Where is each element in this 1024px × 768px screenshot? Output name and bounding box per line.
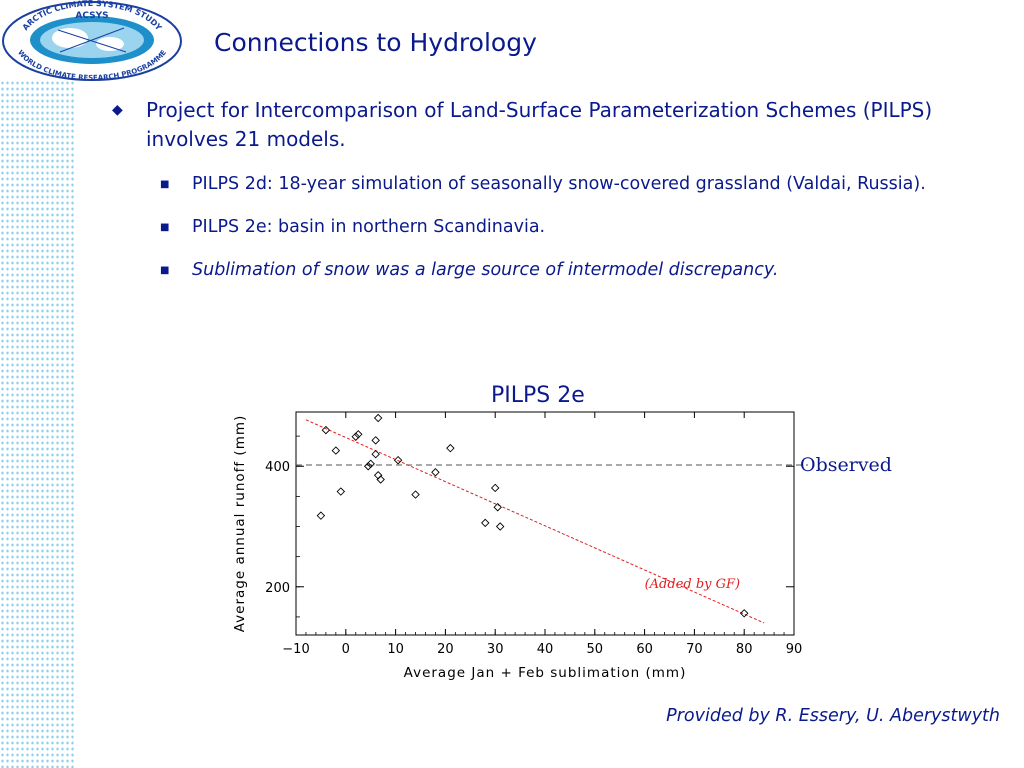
square-bullet-icon: ■ — [160, 179, 170, 190]
sub-bullet-text: Sublimation of snow was a large source o… — [192, 260, 779, 280]
data-point — [411, 490, 420, 499]
data-point — [493, 502, 502, 512]
data-point — [376, 475, 385, 484]
y-tick-label: 200 — [265, 581, 290, 596]
sub-bullet: ■ PILPS 2e: basin in northern Scandinavi… — [104, 215, 984, 240]
main-bullet: ◆ Project for Intercomparison of Land-Su… — [104, 96, 984, 154]
main-bullet-text: Project for Intercomparison of Land-Surf… — [146, 98, 933, 151]
x-tick-label: 50 — [587, 642, 604, 657]
chart-title: PILPS 2e — [491, 383, 585, 408]
y-axis-label: Average annual runoff (mm) — [232, 415, 248, 633]
data-point — [481, 518, 490, 528]
sub-bullet: ■ PILPS 2d: 18-year simulation of season… — [104, 172, 984, 197]
data-point — [373, 413, 383, 423]
x-tick-label: 90 — [786, 642, 803, 657]
slide-title: Connections to Hydrology — [214, 28, 537, 57]
data-point — [316, 511, 326, 520]
data-point — [431, 468, 440, 477]
data-point — [393, 455, 403, 465]
observed-label: Observed — [800, 454, 892, 476]
decorative-dot-pattern — [0, 80, 76, 768]
x-tick-label: −10 — [282, 642, 309, 657]
x-tick-label: 60 — [636, 642, 653, 657]
x-axis-label: Average Jan + Feb sublimation (mm) — [404, 665, 687, 681]
data-point — [336, 487, 346, 496]
x-tick-label: 20 — [437, 642, 454, 657]
x-tick-label: 10 — [387, 642, 404, 657]
square-bullet-icon: ■ — [160, 265, 170, 276]
data-point — [371, 436, 380, 445]
diamond-bullet-icon: ◆ — [112, 102, 123, 118]
logo-center-text: ACSYS — [75, 11, 108, 21]
data-point — [354, 430, 363, 439]
x-tick-label: 80 — [736, 642, 753, 657]
sub-bullet-text: PILPS 2d: 18-year simulation of seasonal… — [192, 174, 926, 194]
square-bullet-icon: ■ — [160, 222, 170, 233]
x-tick-label: 0 — [342, 642, 350, 657]
y-tick-label: 400 — [265, 460, 290, 475]
bullet-list: ◆ Project for Intercomparison of Land-Su… — [104, 96, 984, 283]
acsys-logo: ARCTIC CLIMATE SYSTEM STUDY ACSYS WORLD … — [2, 0, 182, 82]
data-point — [495, 522, 505, 531]
data-point — [490, 483, 500, 493]
data-point — [331, 446, 341, 455]
data-point — [351, 432, 360, 441]
data-point — [363, 462, 373, 471]
sub-bullet: ■ Sublimation of snow was a large source… — [104, 258, 984, 283]
data-point — [366, 459, 375, 469]
data-point — [739, 609, 749, 618]
credit-text: Provided by R. Essery, U. Aberystwyth — [666, 706, 1000, 726]
x-tick-label: 40 — [537, 642, 554, 657]
scatter-chart: −10 0 10 20 30 40 50 60 70 80 90 200 400 Average Jan … — [232, 411, 892, 681]
trend-label: (Added by GF) — [645, 577, 741, 592]
data-point — [321, 425, 331, 435]
x-tick-label: 30 — [487, 642, 504, 657]
trend-line — [305, 419, 765, 624]
data-point — [446, 443, 455, 453]
plot-frame — [295, 411, 795, 636]
x-tick-label: 70 — [686, 642, 703, 657]
sub-bullet-text: PILPS 2e: basin in northern Scandinavia. — [192, 217, 546, 237]
data-point — [371, 449, 380, 459]
